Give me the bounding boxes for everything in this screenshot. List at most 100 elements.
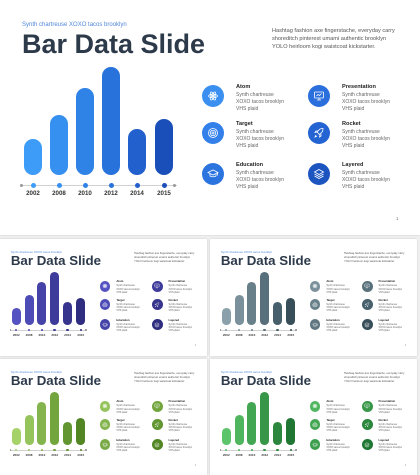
axis-dot-left xyxy=(20,183,23,187)
bar-2015[interactable] xyxy=(76,297,86,326)
rocket-icon[interactable] xyxy=(361,299,373,310)
axis-marker-2012 xyxy=(53,448,56,452)
atom-icon[interactable] xyxy=(309,280,321,292)
axis-marker-2014 xyxy=(66,448,69,452)
axis-marker-2002 xyxy=(15,328,18,332)
presentation-icon[interactable] xyxy=(361,280,373,292)
education-icon[interactable] xyxy=(202,163,224,185)
layers-icon[interactable] xyxy=(361,439,373,451)
bar-2012[interactable] xyxy=(260,272,270,326)
bar-2002[interactable] xyxy=(221,427,231,446)
target-icon[interactable] xyxy=(309,419,321,430)
feature-title-education: Education xyxy=(116,438,130,442)
bar-2012[interactable] xyxy=(50,272,60,326)
feature-title-layered: Layered xyxy=(168,438,180,442)
layers-icon[interactable] xyxy=(308,163,330,185)
presentation-icon[interactable] xyxy=(151,280,163,292)
axis-marker-2015 xyxy=(161,182,167,188)
education-icon[interactable] xyxy=(99,319,111,331)
feature-title-atom: Atom xyxy=(116,400,124,404)
bar-2008[interactable] xyxy=(234,295,244,326)
intro-paragraph: Hashtag fashion axe fingerstache, everyd… xyxy=(134,372,195,384)
year-label-2014: 2014 xyxy=(130,190,144,197)
bar-2002[interactable] xyxy=(11,307,21,326)
feature-desc-target: Synth chartreuse XOXO tacos brooklyn VHS… xyxy=(116,422,140,433)
axis-marker-2008 xyxy=(27,448,31,452)
bar-2010[interactable] xyxy=(37,402,47,446)
atom-icon[interactable] xyxy=(99,400,111,412)
feature-desc-target: Synth chartreuse XOXO tacos brooklyn VHS… xyxy=(326,302,350,313)
atom-icon[interactable] xyxy=(309,400,321,412)
bar-2015[interactable] xyxy=(286,417,296,446)
axis-marker-2002 xyxy=(15,448,18,452)
feature-desc-layered: Synth chartreuse XOXO tacos brooklyn VHS… xyxy=(168,322,193,333)
bar-2012[interactable] xyxy=(102,67,120,175)
feature-title-layered: Layered xyxy=(378,438,390,442)
slide-thumb-green[interactable]: Synth chartreuse XOXO tacos brooklyn Bar … xyxy=(210,359,417,475)
target-icon[interactable] xyxy=(99,419,111,430)
bar-2014[interactable] xyxy=(273,422,282,446)
slide-thumb-navy[interactable]: Synth chartreuse XOXO tacos brooklyn Bar … xyxy=(0,239,207,356)
atom-icon[interactable] xyxy=(202,85,224,107)
bar-2008[interactable] xyxy=(24,415,34,446)
target-icon[interactable] xyxy=(99,299,111,310)
axis-dot-left xyxy=(9,449,12,451)
layers-icon[interactable] xyxy=(361,319,373,331)
bar-2010[interactable] xyxy=(247,282,257,326)
axis-dot-right xyxy=(85,449,87,451)
bar-2010[interactable] xyxy=(247,402,257,446)
presentation-icon[interactable] xyxy=(361,400,373,412)
education-icon[interactable] xyxy=(309,319,321,331)
rocket-icon[interactable] xyxy=(361,419,373,430)
intro-paragraph: Hashtag fashion axe fingerstache, everyd… xyxy=(272,28,395,51)
education-icon[interactable] xyxy=(309,439,321,451)
axis-marker-2010 xyxy=(40,448,44,452)
bar-2014[interactable] xyxy=(63,302,72,326)
slide-title: Bar Data Slide xyxy=(220,373,311,389)
bar-2014[interactable] xyxy=(63,422,72,446)
bar-2014[interactable] xyxy=(128,128,146,175)
bar-2015[interactable] xyxy=(286,297,296,326)
bar-2014[interactable] xyxy=(273,302,282,326)
year-label-2015: 2015 xyxy=(77,452,85,457)
rocket-icon[interactable] xyxy=(151,419,163,430)
target-icon[interactable] xyxy=(309,299,321,310)
feature-title-presentation: Presentation xyxy=(168,400,186,404)
bar-2002[interactable] xyxy=(221,307,231,326)
bar-2008[interactable] xyxy=(234,415,244,446)
bar-2015[interactable] xyxy=(76,417,86,446)
atom-icon[interactable] xyxy=(99,280,111,292)
feature-title-atom: Atom xyxy=(326,280,334,284)
axis-marker-2014 xyxy=(134,182,140,188)
bar-2015[interactable] xyxy=(155,118,173,175)
bar-2010[interactable] xyxy=(37,282,47,326)
slide-large-blue[interactable]: Synth chartreuse XOXO tacos brooklyn Bar … xyxy=(0,0,420,235)
axis-marker-2015 xyxy=(79,328,83,332)
bar-2012[interactable] xyxy=(50,392,60,446)
layers-icon[interactable] xyxy=(151,319,163,331)
target-icon[interactable] xyxy=(202,122,224,144)
education-icon[interactable] xyxy=(99,439,111,451)
bar-2002[interactable] xyxy=(24,139,42,175)
feature-title-atom: Atom xyxy=(116,280,124,284)
bar-2008[interactable] xyxy=(24,295,34,326)
rocket-icon[interactable] xyxy=(151,299,163,310)
presentation-icon[interactable] xyxy=(151,400,163,412)
bar-2008[interactable] xyxy=(50,114,68,175)
year-label-2010: 2010 xyxy=(248,332,256,337)
layers-icon[interactable] xyxy=(151,439,163,451)
axis-marker-2010 xyxy=(40,328,44,332)
presentation-icon[interactable] xyxy=(308,85,330,107)
bar-2002[interactable] xyxy=(11,427,21,446)
feature-title-layered: Layered xyxy=(168,318,180,322)
axis-dot-right xyxy=(85,329,87,331)
bar-2012[interactable] xyxy=(260,392,270,446)
slide-thumb-lime[interactable]: Synth chartreuse XOXO tacos brooklyn Bar … xyxy=(0,359,207,475)
year-label-2002: 2002 xyxy=(26,190,40,197)
slide-thumb-slate[interactable]: Synth chartreuse XOXO tacos brooklyn Bar … xyxy=(210,239,417,356)
feature-title-target: Target xyxy=(116,418,125,422)
bar-2010[interactable] xyxy=(76,87,94,175)
axis-marker-2012 xyxy=(263,448,266,452)
rocket-icon[interactable] xyxy=(308,122,330,144)
axis-marker-2010 xyxy=(250,448,254,452)
